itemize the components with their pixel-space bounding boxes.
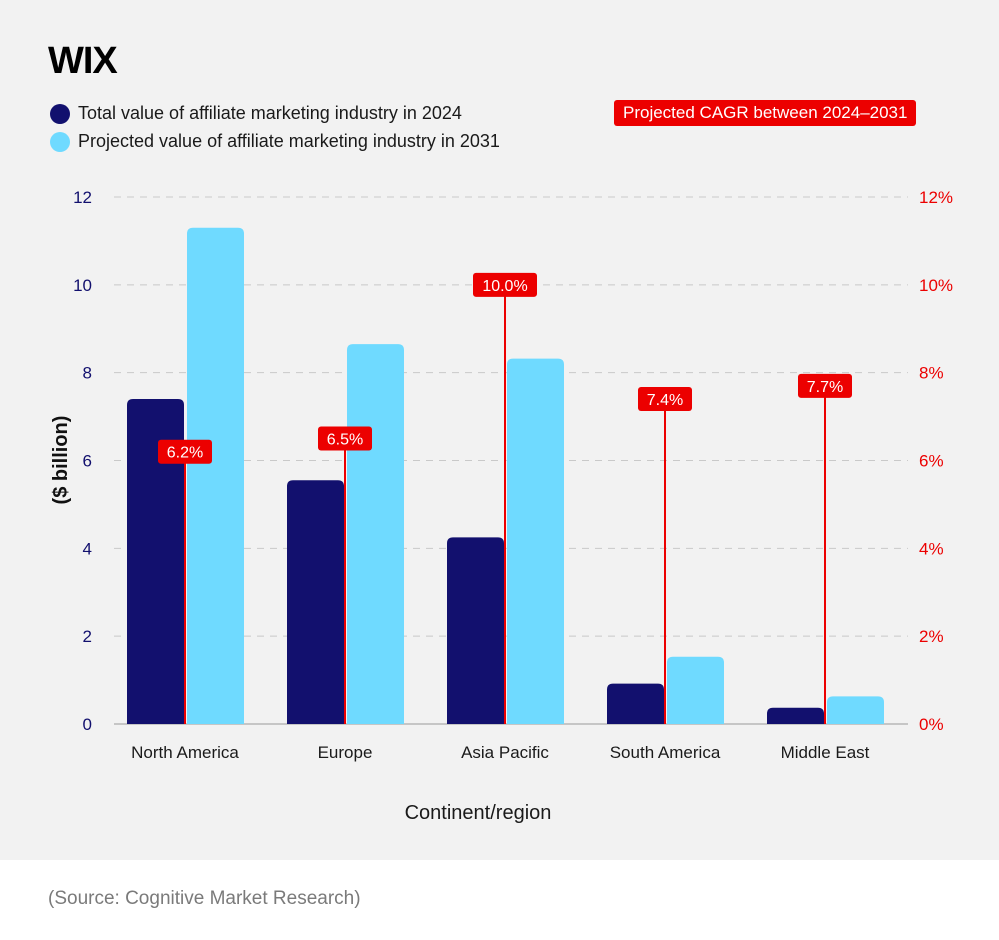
y2-tick-label: 10% <box>919 276 953 295</box>
x-tick-label: North America <box>131 743 239 762</box>
y2-tick-label: 12% <box>919 188 953 207</box>
legend-dot-2031 <box>50 131 70 152</box>
legend-label-2024: Total value of affiliate marketing indus… <box>78 103 462 123</box>
bar-2031 <box>347 344 404 724</box>
legend-item-2024: Total value of affiliate marketing indus… <box>50 103 462 124</box>
cagr-label-box <box>638 387 692 412</box>
y-tick-label: 12 <box>73 188 92 207</box>
x-tick-label: South America <box>610 743 721 762</box>
y-tick-label: 6 <box>83 452 92 471</box>
y2-tick-label: 8% <box>919 364 944 383</box>
bar-chart: 0 0% 2 2% 4 4% 6 6% 8 8% 10 10% 12 12% 6.2% North Ameri… <box>50 188 953 824</box>
bar-2024 <box>447 537 504 724</box>
x-tick-label: Europe <box>318 743 373 762</box>
cagr-label: 6.2% <box>167 445 203 462</box>
y2-tick-label: 2% <box>919 627 944 646</box>
y-axis-title: ($ billion) <box>50 416 72 505</box>
bar-2024 <box>607 683 664 724</box>
y2-tick-label: 4% <box>919 539 944 558</box>
y-tick-label: 8 <box>83 364 92 383</box>
cagr-label: 7.7% <box>807 379 843 396</box>
bar-2031 <box>187 227 244 724</box>
legend-item-2031: Projected value of affiliate marketing i… <box>50 131 500 152</box>
bar-2031 <box>507 358 564 724</box>
wix-logo: WIX <box>48 40 118 82</box>
y-tick-label: 4 <box>83 539 92 558</box>
x-tick-label: Asia Pacific <box>461 743 549 762</box>
x-axis-title: Continent/region <box>405 802 552 824</box>
y2-tick-label: 0% <box>919 715 944 734</box>
y2-tick-label: 6% <box>919 452 944 471</box>
cagr-label-box <box>473 272 537 297</box>
y-tick-label: 0 <box>83 715 92 734</box>
bar-2024 <box>127 399 184 724</box>
cagr-label-box <box>158 439 212 464</box>
cagr-label: 6.5% <box>327 432 363 449</box>
y-tick-label: 10 <box>73 276 92 295</box>
legend-label-2031: Projected value of affiliate marketing i… <box>78 131 500 151</box>
cagr-label: 7.4% <box>647 392 683 409</box>
bar-2031 <box>827 696 884 724</box>
bar-2031 <box>667 656 724 724</box>
bar-2024 <box>767 707 824 724</box>
cagr-label-box <box>798 373 852 398</box>
bar-2024 <box>287 480 344 724</box>
y-tick-label: 2 <box>83 627 92 646</box>
cagr-label: 10.0% <box>482 278 527 295</box>
source-note: (Source: Cognitive Market Research) <box>48 888 361 909</box>
cagr-legend-badge: Projected CAGR between 2024–2031 <box>614 100 917 126</box>
cagr-label-box <box>318 426 372 451</box>
x-tick-label: Middle East <box>781 743 870 762</box>
legend-dot-2024 <box>50 103 70 124</box>
